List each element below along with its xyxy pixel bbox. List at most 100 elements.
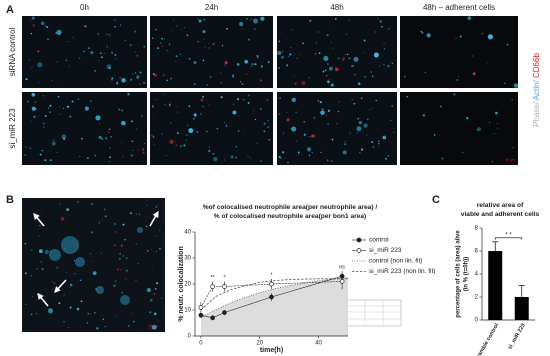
cell-signal xyxy=(294,76,295,77)
cell-signal xyxy=(290,47,292,49)
cell-signal xyxy=(286,64,289,67)
cell-signal xyxy=(49,159,52,162)
legend-marker xyxy=(356,248,362,253)
cell-signal xyxy=(335,67,339,72)
cell-signal xyxy=(383,64,385,66)
cell-signal xyxy=(122,156,124,158)
cell-signal xyxy=(342,57,346,60)
cell-signal xyxy=(213,157,218,162)
cell-signal xyxy=(311,134,315,138)
cell-signal xyxy=(472,72,476,76)
cell-signal xyxy=(245,17,248,20)
y-axis-label: % neutr. colocalization xyxy=(178,246,185,321)
significance-label: * xyxy=(223,275,226,281)
cell-signal xyxy=(52,281,54,283)
cell-signal xyxy=(156,99,158,100)
cell-signal xyxy=(63,320,65,323)
cell-signal xyxy=(161,297,163,299)
cell-signal xyxy=(119,77,121,79)
y-tick-label: 30 xyxy=(184,256,191,262)
cell-signal xyxy=(31,249,33,252)
cell-signal xyxy=(139,71,142,74)
data-point xyxy=(210,284,216,289)
cell-signal xyxy=(238,115,240,117)
cell-signal xyxy=(29,147,32,150)
cell-signal xyxy=(30,313,33,316)
cell-signal xyxy=(363,52,365,54)
legend-label: control (non lin. fit) xyxy=(369,258,422,265)
cell-signal xyxy=(406,95,409,98)
cell-signal xyxy=(154,143,156,145)
cell-signal xyxy=(114,25,116,28)
cell-signal xyxy=(161,37,164,40)
cell-signal xyxy=(173,20,175,22)
cell-signal xyxy=(247,155,249,157)
cell-signal xyxy=(107,78,109,80)
cell-signal xyxy=(267,126,270,129)
cell-signal xyxy=(105,137,107,140)
cell-signal xyxy=(236,63,240,66)
cell-signal xyxy=(111,77,114,79)
chart-title: % of colocalised neutrophile area(per bo… xyxy=(214,213,366,220)
cell-signal xyxy=(302,42,304,45)
micrograph xyxy=(277,16,397,88)
cell-signal xyxy=(149,311,152,314)
cell-signal xyxy=(334,18,337,20)
cell-signal xyxy=(306,147,312,152)
cell-signal xyxy=(209,76,212,78)
cell-signal xyxy=(338,101,340,103)
cell-signal xyxy=(113,284,116,287)
cell-signal xyxy=(208,146,210,148)
cell-signal xyxy=(114,280,117,282)
cell-signal xyxy=(287,55,290,58)
cell-signal xyxy=(287,161,289,164)
cell-signal xyxy=(379,65,381,67)
cell-signal xyxy=(151,37,154,40)
micrograph-content xyxy=(278,97,395,164)
cell-signal xyxy=(354,73,357,76)
cell-signal xyxy=(169,52,171,54)
cell-signal xyxy=(86,322,89,324)
cell-signal xyxy=(24,242,27,245)
cell-signal xyxy=(393,131,395,134)
channel-label: Phase/ xyxy=(532,101,541,127)
cell-signal xyxy=(90,202,93,205)
cell-signal xyxy=(315,42,317,44)
cell-signal xyxy=(268,138,271,141)
cell-signal xyxy=(357,117,360,120)
cell-signal xyxy=(58,106,60,108)
cell-signal xyxy=(375,99,377,102)
cell-signal xyxy=(72,36,74,38)
cell-signal xyxy=(325,74,328,77)
cell-signal xyxy=(278,66,280,69)
y-tick-label: 4 xyxy=(475,272,479,278)
cell-signal xyxy=(323,55,329,61)
cell-signal xyxy=(56,151,58,153)
cell-signal xyxy=(282,151,285,154)
cell-signal xyxy=(102,318,105,321)
cell-signal xyxy=(41,149,43,152)
cell-signal xyxy=(250,18,252,20)
cell-signal xyxy=(91,231,94,234)
stats-table xyxy=(344,299,402,327)
cell-signal xyxy=(87,312,89,315)
cell-signal xyxy=(388,28,390,30)
cell-signal xyxy=(166,79,168,82)
cell-signal xyxy=(69,115,72,118)
chart-title: viable and adherent cells xyxy=(461,211,540,218)
legend-label: si_miR 223 (non lin. fit) xyxy=(369,268,435,275)
cell-signal xyxy=(122,255,125,257)
cell-signal xyxy=(155,234,157,237)
cell-signal xyxy=(59,113,61,116)
column-header: 0h xyxy=(80,3,89,12)
cell-signal xyxy=(208,47,210,49)
cell-signal xyxy=(176,25,178,27)
cell-cluster xyxy=(120,295,130,305)
cell-signal xyxy=(314,52,317,55)
cell-signal xyxy=(348,57,351,60)
cell-signal xyxy=(344,141,346,143)
cell-signal xyxy=(116,268,119,271)
cell-signal xyxy=(90,260,92,262)
cell-signal xyxy=(83,50,85,53)
